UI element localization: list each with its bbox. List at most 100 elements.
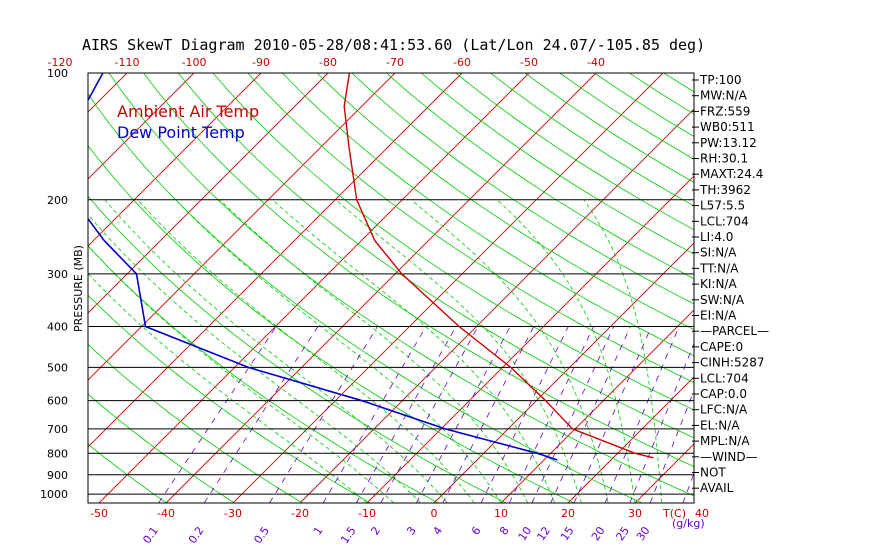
dry-adiabat-line (143, 73, 694, 467)
index-label: EI:N/A (700, 309, 737, 323)
isotherm-line (433, 242, 694, 503)
moist-adiabat-line (88, 244, 395, 503)
bottom-temp-tick-label: 30 (628, 507, 642, 520)
dry-adiabat-line (212, 73, 694, 411)
index-label: SI:N/A (700, 246, 737, 260)
isotherm-line (299, 108, 694, 503)
mixing-ratio-line (269, 326, 378, 503)
pressure-tick-label: 800 (47, 447, 68, 460)
dry-adiabat-line (420, 73, 694, 255)
background-grid (88, 73, 870, 503)
index-label: CINH:5287 (700, 356, 765, 370)
mixing-ratio-tick-label: 0.2 (186, 524, 207, 546)
top-temp-tick-label: -110 (115, 56, 140, 69)
pressure-tick-label: 100 (47, 67, 68, 80)
index-label: RH:30.1 (700, 152, 748, 166)
dry-adiabat-line (768, 73, 870, 503)
isotherm-line (88, 73, 463, 448)
bottom-temp-tick-label: -30 (224, 507, 242, 520)
dewpoint-profile-line (88, 73, 558, 461)
top-temp-tick-label: -40 (587, 56, 605, 69)
bottom-temp-tick-label: -10 (358, 507, 376, 520)
dry-adiabat-line (88, 195, 507, 503)
dry-adiabat-line (247, 73, 694, 384)
sounding-profiles (88, 73, 654, 461)
mixing-ratio-tick-label: 25 (613, 524, 632, 543)
dry-adiabat-line (88, 393, 235, 503)
dry-adiabat-line (88, 93, 643, 503)
mixing-ratio-line (380, 326, 479, 503)
isotherm-line (88, 73, 396, 381)
moist-adiabat-line (104, 199, 448, 503)
moist-adiabat-line (88, 273, 368, 503)
legend-ambient-air-temp: Ambient Air Temp (117, 102, 259, 121)
top-temp-tick-label: -60 (453, 56, 471, 69)
pressure-tick-label: 600 (47, 395, 68, 408)
index-label: SW:N/A (700, 293, 745, 307)
mixing-ratio-line (480, 326, 569, 503)
mixing-ratio-tick-label: 0.1 (140, 524, 161, 546)
mixing-ratio-tick-label: 20 (589, 524, 608, 543)
legend-dew-point-temp: Dew Point Temp (117, 123, 245, 142)
isobar-lines (88, 199, 694, 495)
isotherm-line (769, 73, 870, 503)
pressure-tick-label: 400 (47, 321, 68, 334)
isotherm-line (88, 73, 128, 113)
mixing-ratio-tick-label: 8 (497, 524, 512, 537)
mixing-ratio-line (629, 342, 694, 503)
mixing-ratio-tick-label: 0.5 (251, 524, 272, 546)
moist-adiabat-line (175, 199, 502, 503)
dry-adiabat-line (88, 443, 167, 503)
mixing-ratio-tick-label: 12 (534, 524, 553, 543)
pressure-tick-label: 300 (47, 268, 68, 281)
top-temp-tick-label: -90 (252, 56, 270, 69)
isotherm-line (88, 73, 195, 180)
index-label: TH:3962 (699, 183, 751, 197)
isotherm-line (836, 73, 870, 503)
dry-adiabat-line (88, 343, 303, 503)
pressure-tick-label: 200 (47, 194, 68, 207)
index-label: TP:100 (699, 73, 742, 87)
mixing-ratio-line (322, 326, 427, 503)
mixing-ratio-line (531, 326, 615, 503)
mixing-ratio-line (158, 326, 277, 503)
moist-adiabat-line (88, 213, 421, 503)
bottom-temp-tick-label: 40 (695, 507, 709, 520)
top-temp-tick-label: -70 (386, 56, 404, 69)
plot-frame (87, 72, 695, 504)
dry-adiabat-line (803, 73, 870, 503)
dry-adiabat-line (490, 73, 694, 207)
bottom-temp-tick-label: -20 (291, 507, 309, 520)
index-label: LCL:704 (700, 214, 749, 228)
index-label: TT:N/A (699, 261, 739, 275)
dry-adiabat-line (351, 73, 694, 305)
index-label: CAPE:0 (700, 340, 743, 354)
isotherm-line (500, 309, 694, 503)
mixing-ratio-line (355, 326, 457, 503)
index-label: LI:4.0 (700, 230, 733, 244)
moist-adiabat-line (272, 199, 555, 503)
index-label: PW:13.12 (700, 136, 757, 150)
pressure-tick-label: 1000 (40, 488, 68, 501)
index-label: NOT (700, 466, 726, 480)
index-label: LFC:N/A (700, 403, 748, 417)
index-label: —PARCEL— (700, 324, 769, 338)
index-label: MPL:N/A (700, 434, 750, 448)
dry-adiabat-line (524, 73, 694, 183)
dry-adiabat-line (108, 73, 694, 497)
dry-adiabat-line (663, 73, 694, 93)
mixing-ratio-unit-label: (g/kg) (672, 517, 705, 530)
index-label: LCL:704 (700, 371, 749, 385)
top-temp-tick-label: -80 (319, 56, 337, 69)
moist-adiabat-line (219, 199, 529, 503)
mixing-ratio-tick-label: 15 (558, 524, 577, 543)
dry-adiabat-line (282, 73, 694, 357)
bottom-temp-tick-label: 0 (431, 507, 438, 520)
dry-adiabat-line (88, 144, 575, 503)
dry-adiabat-line (837, 73, 870, 503)
top-temp-tick-label: -50 (520, 56, 538, 69)
dry-adiabat-line (316, 73, 694, 330)
moist-adiabat-line (410, 199, 609, 503)
